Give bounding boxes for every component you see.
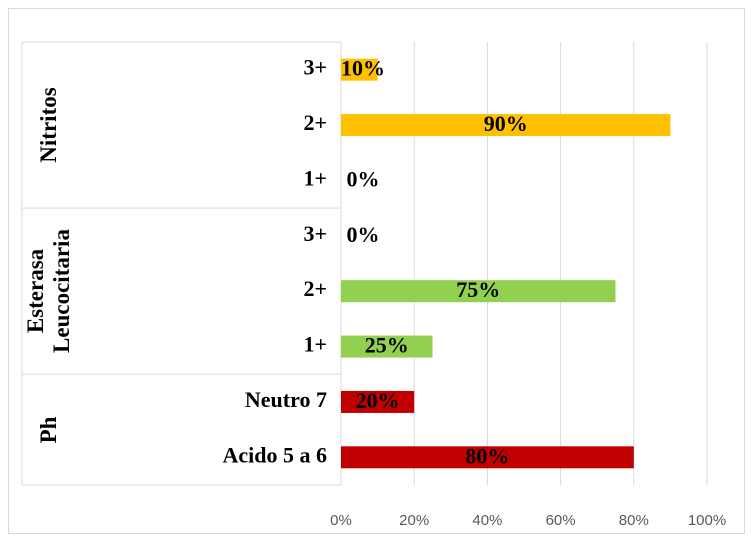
data-label: 0% — [347, 166, 380, 191]
x-tick-label: 20% — [399, 512, 429, 529]
data-label: 75% — [456, 277, 500, 302]
category-label: 2+ — [303, 276, 327, 301]
data-label: 10% — [341, 56, 385, 81]
data-label: 90% — [484, 111, 528, 136]
x-tick-label: 80% — [619, 512, 649, 529]
category-label: 1+ — [303, 332, 327, 357]
bar — [341, 280, 616, 303]
category-label: Acido 5 a 6 — [223, 442, 328, 467]
category-label: Neutro 7 — [245, 387, 327, 412]
category-label: 2+ — [303, 110, 327, 135]
x-tick-label: 0% — [330, 512, 352, 529]
data-label: 25% — [365, 333, 409, 358]
bar — [341, 114, 671, 137]
category-label: 1+ — [303, 165, 327, 190]
group-label: Nitritos — [36, 87, 61, 163]
bar — [341, 335, 433, 358]
data-label: 80% — [465, 443, 509, 468]
group-label: Esterasa Leucocitaria — [23, 229, 74, 354]
bar — [341, 58, 378, 81]
group-label: Ph — [36, 416, 61, 444]
x-tick-label: 40% — [472, 512, 502, 529]
x-tick-label: 60% — [546, 512, 576, 529]
bar — [341, 446, 634, 469]
chart-border — [8, 8, 745, 534]
data-label: 0% — [347, 222, 380, 247]
category-label: 3+ — [303, 221, 327, 246]
category-label: 3+ — [303, 55, 327, 80]
bar — [341, 390, 415, 413]
data-label: 20% — [356, 388, 400, 413]
x-tick-label: 100% — [688, 512, 726, 529]
